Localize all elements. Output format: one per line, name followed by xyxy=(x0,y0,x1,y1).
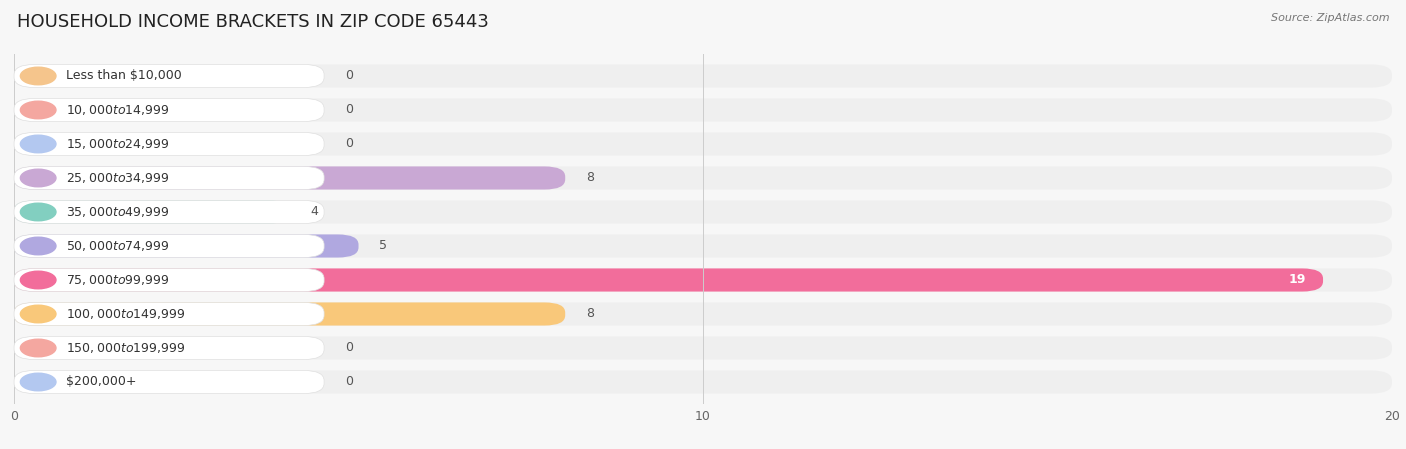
Text: Less than $10,000: Less than $10,000 xyxy=(66,70,181,83)
Text: 19: 19 xyxy=(1288,273,1306,286)
Text: 0: 0 xyxy=(344,342,353,355)
Text: $150,000 to $199,999: $150,000 to $199,999 xyxy=(66,341,186,355)
Circle shape xyxy=(20,169,56,187)
FancyBboxPatch shape xyxy=(14,64,1392,88)
Text: 5: 5 xyxy=(380,239,387,252)
Text: HOUSEHOLD INCOME BRACKETS IN ZIP CODE 65443: HOUSEHOLD INCOME BRACKETS IN ZIP CODE 65… xyxy=(17,13,489,31)
FancyBboxPatch shape xyxy=(14,200,1392,224)
Circle shape xyxy=(20,203,56,221)
Text: $100,000 to $149,999: $100,000 to $149,999 xyxy=(66,307,186,321)
Circle shape xyxy=(20,271,56,289)
Text: 0: 0 xyxy=(344,375,353,388)
Text: $25,000 to $34,999: $25,000 to $34,999 xyxy=(66,171,170,185)
FancyBboxPatch shape xyxy=(14,234,1392,258)
FancyBboxPatch shape xyxy=(14,234,359,258)
Text: $200,000+: $200,000+ xyxy=(66,375,136,388)
Text: 0: 0 xyxy=(344,70,353,83)
FancyBboxPatch shape xyxy=(14,303,325,326)
FancyBboxPatch shape xyxy=(14,370,325,394)
FancyBboxPatch shape xyxy=(14,336,1392,360)
Circle shape xyxy=(20,67,56,85)
Circle shape xyxy=(20,339,56,357)
FancyBboxPatch shape xyxy=(14,269,325,291)
FancyBboxPatch shape xyxy=(14,98,325,122)
Text: 0: 0 xyxy=(344,103,353,116)
Text: Source: ZipAtlas.com: Source: ZipAtlas.com xyxy=(1271,13,1389,23)
FancyBboxPatch shape xyxy=(14,167,565,189)
Circle shape xyxy=(20,237,56,255)
Text: $15,000 to $24,999: $15,000 to $24,999 xyxy=(66,137,170,151)
Text: $35,000 to $49,999: $35,000 to $49,999 xyxy=(66,205,170,219)
FancyBboxPatch shape xyxy=(14,98,1392,122)
FancyBboxPatch shape xyxy=(14,200,290,224)
Text: $75,000 to $99,999: $75,000 to $99,999 xyxy=(66,273,170,287)
FancyBboxPatch shape xyxy=(14,167,1392,189)
Circle shape xyxy=(20,305,56,323)
FancyBboxPatch shape xyxy=(14,269,1392,291)
FancyBboxPatch shape xyxy=(14,167,325,189)
Text: 8: 8 xyxy=(586,308,593,321)
Text: $50,000 to $74,999: $50,000 to $74,999 xyxy=(66,239,170,253)
FancyBboxPatch shape xyxy=(14,303,565,326)
FancyBboxPatch shape xyxy=(14,370,1392,394)
FancyBboxPatch shape xyxy=(14,132,1392,155)
FancyBboxPatch shape xyxy=(14,269,1323,291)
Circle shape xyxy=(20,135,56,153)
FancyBboxPatch shape xyxy=(14,132,325,155)
FancyBboxPatch shape xyxy=(14,336,325,360)
FancyBboxPatch shape xyxy=(14,200,325,224)
Circle shape xyxy=(20,101,56,119)
Text: 0: 0 xyxy=(344,137,353,150)
FancyBboxPatch shape xyxy=(14,64,325,88)
FancyBboxPatch shape xyxy=(14,303,1392,326)
Text: $10,000 to $14,999: $10,000 to $14,999 xyxy=(66,103,170,117)
Text: 4: 4 xyxy=(311,206,318,219)
Text: 8: 8 xyxy=(586,172,593,185)
Circle shape xyxy=(20,373,56,391)
FancyBboxPatch shape xyxy=(14,234,325,258)
